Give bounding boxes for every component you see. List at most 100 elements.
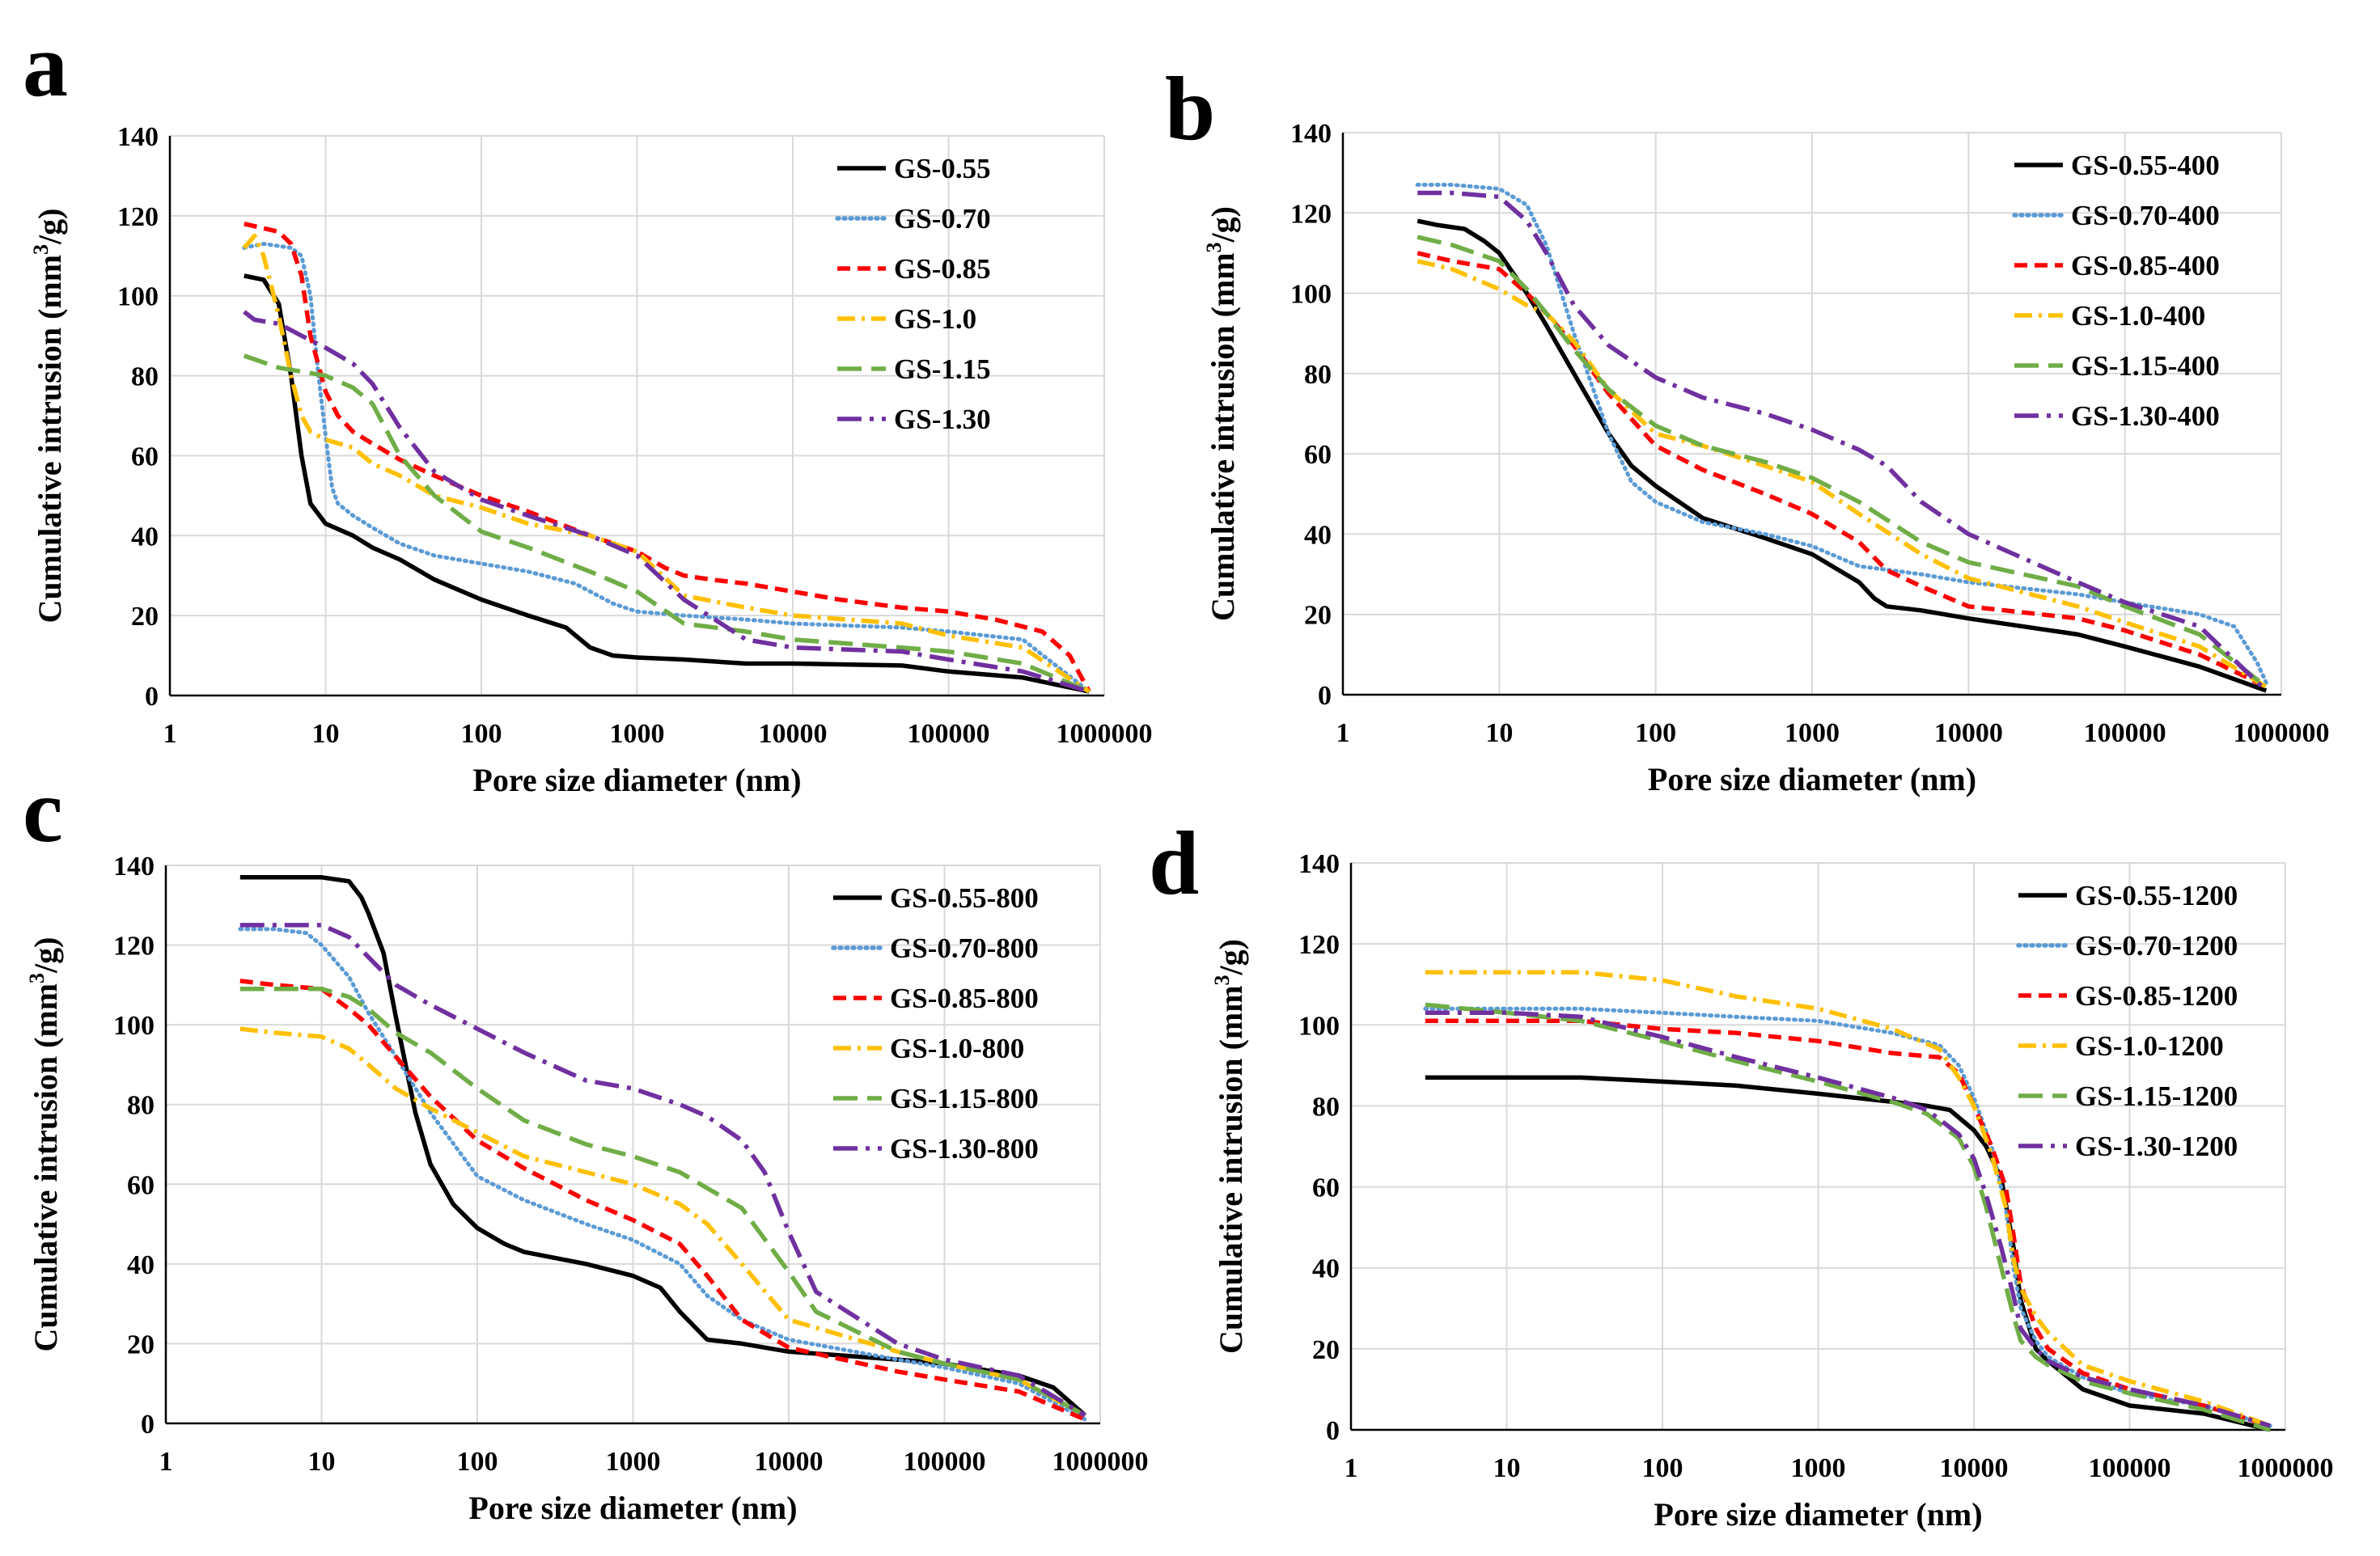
panel-label: d	[1149, 814, 1199, 914]
y-tick-label: 0	[1318, 681, 1332, 711]
series-line-GS-0.85	[244, 222, 1091, 693]
y-tick-label: 40	[1304, 520, 1332, 550]
series-line-GS-1.30	[243, 310, 1090, 694]
x-axis-title: Pore size diameter (nm)	[1648, 761, 1976, 797]
legend-entry: GS-0.85-800	[890, 983, 1039, 1014]
x-tick-label: 1	[1336, 718, 1350, 748]
y-tick-label: 140	[1290, 119, 1332, 149]
series-line-GS-1.15-1200	[1425, 1002, 2272, 1432]
panel-d: d 0 20 40 60 80 100 120 140 1 10 100 1000 10000 100000…	[1149, 814, 2334, 1533]
series-line-GS-0.70	[242, 242, 1091, 694]
legend-entry: GS-1.15-800	[890, 1083, 1039, 1114]
y-tick-label: 40	[1312, 1254, 1340, 1284]
y-tick-label: 100	[1298, 1011, 1340, 1041]
y-tick-label: 60	[127, 1170, 155, 1200]
y-tick-label: 120	[117, 202, 159, 232]
legend-entry: GS-1.15-1200	[2075, 1080, 2238, 1112]
y-tick-label: 140	[117, 122, 159, 152]
legend-entry: GS-1.30-800	[890, 1133, 1039, 1165]
y-tick-label: 80	[131, 362, 159, 392]
x-tick-label: 1000000	[2238, 1453, 2334, 1483]
legend-entry: GS-1.15-400	[2071, 350, 2220, 382]
legend-entry: GS-1.30	[894, 404, 991, 435]
y-tick-label: 0	[145, 682, 159, 712]
y-tick-label: 20	[131, 602, 159, 632]
x-tick-label: 1000	[1785, 718, 1840, 748]
x-tick-label: 100000	[904, 1447, 986, 1477]
y-tick-label: 80	[1304, 360, 1332, 390]
legend: GS-0.55 GS-0.70 GS-0.85 GS-1.0 GS-1.15 GS-1.3…	[835, 153, 991, 435]
legend-entry: GS-1.0-1200	[2075, 1030, 2224, 1062]
x-tick-label: 100	[461, 719, 502, 749]
legend: GS-0.55-400 GS-0.70-400 GS-0.85-400 GS-1.0-…	[2012, 150, 2220, 432]
y-tick-label: 60	[1312, 1173, 1340, 1203]
y-tick-label: 120	[1290, 199, 1332, 229]
y-tick-label: 0	[141, 1410, 155, 1440]
legend-entry: GS-0.55-800	[890, 882, 1039, 914]
x-tick-label: 100	[1635, 718, 1676, 748]
y-tick-label: 60	[131, 442, 159, 471]
x-tick-label: 10000	[1934, 718, 2003, 748]
x-tick-label: 1000	[1791, 1453, 1846, 1483]
x-tick-label: 10000	[759, 719, 828, 749]
y-tick-label: 120	[1298, 930, 1340, 960]
y-axis-title: Cumulative intrusion (mm3/g)	[29, 208, 68, 623]
x-axis-title: Pore size diameter (nm)	[472, 762, 801, 798]
x-tick-label: 1000	[610, 719, 665, 749]
legend-entry: GS-0.85	[894, 253, 991, 285]
legend-entry: GS-1.0-800	[890, 1033, 1024, 1064]
x-tick-label: 10	[1493, 1453, 1521, 1483]
series-line-GS-0.55	[244, 273, 1090, 694]
x-tick-label: 100000	[2084, 718, 2166, 748]
series-line-GS-1.15-800	[239, 987, 1086, 1418]
x-tick-label: 1	[159, 1447, 173, 1477]
series-line-GS-1.30-1200	[1425, 1010, 2272, 1428]
legend-entry: GS-1.30-400	[2071, 400, 2220, 432]
y-tick-label: 40	[131, 522, 159, 552]
y-tick-label: 80	[127, 1091, 155, 1121]
series-line-GS-0.70-400	[1415, 183, 2268, 685]
x-tick-label: 10000	[1940, 1453, 2009, 1483]
x-tick-label: 10	[308, 1447, 336, 1477]
y-tick-label: 80	[1312, 1092, 1340, 1122]
y-tick-label: 140	[113, 852, 155, 882]
x-axis-title: Pore size diameter (nm)	[468, 1490, 797, 1526]
legend-entry: GS-0.55-1200	[2075, 880, 2238, 911]
panel-a: a 0 20 40 60 80 100 120 140 1 10 100 1000 10000 100000…	[23, 15, 1153, 798]
panel-label: a	[23, 15, 68, 116]
y-tick-label: 20	[1312, 1335, 1340, 1365]
series-line-GS-1.0-1200	[1425, 970, 2272, 1428]
x-tick-label: 1	[163, 719, 177, 749]
x-tick-label: 1000	[606, 1447, 661, 1477]
y-tick-label: 120	[113, 932, 155, 962]
panel-b: b 0 20 40 60 80 100 120 140 1 10 100 1000 10000 100000…	[1165, 59, 2330, 797]
panel-label: b	[1165, 59, 1215, 159]
series-line-GS-0.70-1200	[1423, 1006, 2272, 1428]
series-line-GS-0.70-800	[238, 927, 1087, 1422]
x-tick-label: 10	[1485, 718, 1513, 748]
series-line-GS-0.55-1200	[1425, 1075, 2271, 1432]
legend-entry: GS-1.30-1200	[2075, 1131, 2238, 1162]
y-tick-label: 60	[1304, 440, 1332, 470]
series-line-GS-1.0	[242, 233, 1090, 694]
legend-entry: GS-0.70-800	[890, 932, 1039, 964]
y-axis-title: Cumulative intrusion (mm3/g)	[1210, 939, 1249, 1354]
series-line-GS-1.15-400	[1417, 235, 2268, 689]
x-tick-label: 100	[1642, 1453, 1683, 1483]
x-tick-label: 100	[457, 1447, 498, 1477]
x-tick-label: 10	[312, 719, 340, 749]
x-axis-title: Pore size diameter (nm)	[1654, 1496, 1982, 1533]
legend: GS-0.55-800 GS-0.70-800 GS-0.85-800 GS-1.0-…	[831, 882, 1039, 1165]
legend-entry: GS-0.85-400	[2071, 250, 2220, 281]
x-tick-label: 100000	[2089, 1453, 2171, 1483]
legend-entry: GS-0.70-400	[2071, 200, 2220, 231]
x-tick-label: 1000000	[1052, 1447, 1149, 1477]
legend-entry: GS-0.85-1200	[2075, 980, 2238, 1012]
y-tick-label: 0	[1326, 1416, 1340, 1446]
x-tick-label: 1000000	[2234, 718, 2330, 748]
x-tick-label: 1	[1345, 1453, 1358, 1483]
series-line-GS-0.55-800	[239, 875, 1087, 1418]
panel-label: c	[23, 761, 63, 861]
y-axis-title: Cumulative intrusion (mm3/g)	[25, 937, 64, 1351]
